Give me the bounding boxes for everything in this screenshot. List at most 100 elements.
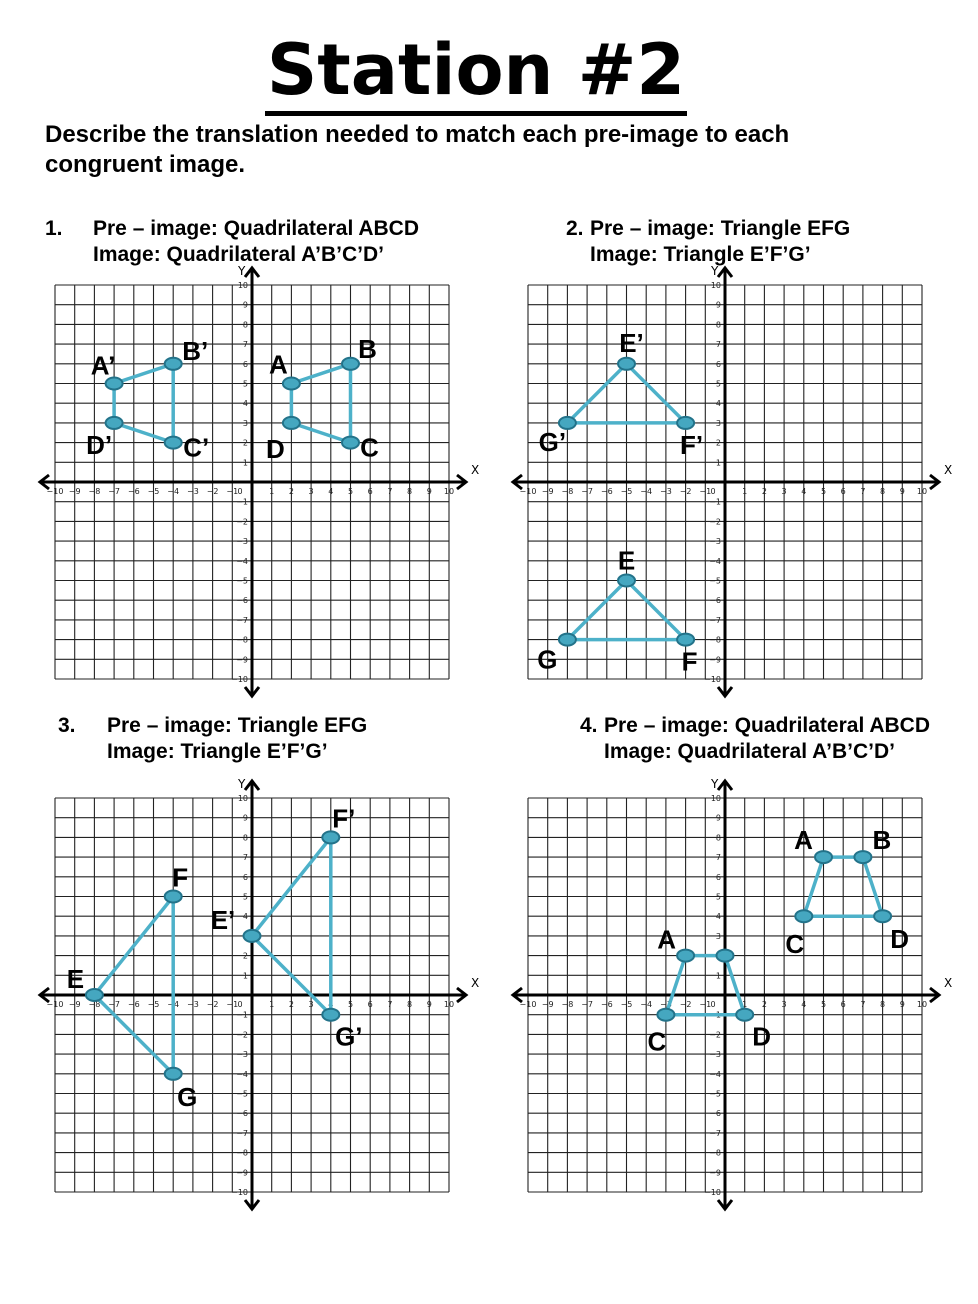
x-axis-left-arrow-icon: [510, 986, 523, 1004]
vertex-label: A: [657, 925, 676, 955]
y-tick-label: 8: [243, 833, 248, 842]
x-tick-label: −4: [640, 1000, 652, 1009]
x-tick-label: 6: [368, 487, 373, 496]
x-tick-label: −3: [660, 1000, 672, 1009]
vertex-point: [163, 889, 183, 904]
vertex-point: [557, 415, 577, 430]
vertex-point: [321, 830, 341, 845]
x-tick-label: −4: [167, 487, 179, 496]
x-tick-label: 3: [782, 1000, 787, 1009]
y-axis-down-arrow-icon: [716, 1199, 734, 1212]
y-tick-label: 5: [243, 893, 248, 902]
y-tick-label: 10: [711, 281, 721, 290]
x-tick-label: 5: [348, 1000, 353, 1009]
x-tick-label: 5: [821, 1000, 826, 1009]
y-axis-up-arrow-icon: [243, 265, 261, 278]
y-axis-down-arrow-icon: [716, 686, 734, 699]
x-tick-label: −6: [128, 487, 140, 496]
y-tick-label: 7: [716, 853, 721, 862]
x-tick-label: 2: [762, 1000, 767, 1009]
y-tick-label: 4: [716, 399, 721, 408]
x-tick-label: 6: [841, 487, 846, 496]
x-tick-label: −10: [47, 1000, 64, 1009]
vertex-point: [104, 376, 124, 391]
x-tick-label: −10: [47, 487, 64, 496]
vertex-label: A’: [91, 351, 116, 381]
y-tick-label: −7: [236, 1129, 248, 1138]
y-tick-label: 9: [243, 814, 248, 823]
vertex-point: [163, 1066, 183, 1081]
vertex-label: E’: [619, 328, 644, 358]
y-tick-label: 6: [716, 360, 721, 369]
y-tick-label: −6: [709, 1109, 721, 1118]
x-tick-label: 5: [821, 487, 826, 496]
x-tick-label: 7: [387, 1000, 392, 1009]
vertex-label: G’: [335, 1022, 362, 1052]
x-axis-left-arrow-icon: [37, 986, 50, 1004]
problem-2-number: 2.: [566, 217, 584, 240]
y-tick-label: 3: [243, 419, 248, 428]
x-tick-label: −3: [660, 487, 672, 496]
vertex-point: [676, 415, 696, 430]
vertex-point: [321, 1007, 341, 1022]
y-tick-label: 7: [243, 340, 248, 349]
x-tick-label: −2: [680, 1000, 692, 1009]
x-tick-label: 4: [801, 487, 806, 496]
x-tick-label: 6: [368, 1000, 373, 1009]
x-tick-label: 4: [328, 487, 333, 496]
x-tick-label: 8: [880, 487, 885, 496]
vertex-point: [104, 415, 124, 430]
x-tick-label: −7: [581, 487, 593, 496]
x-tick-label: 7: [860, 487, 865, 496]
vertex-label: B: [873, 825, 892, 855]
y-axis-down-arrow-icon: [243, 1199, 261, 1212]
problem-2-image: Image: Triangle E’F’G’: [590, 243, 811, 266]
y-tick-label: 8: [716, 833, 721, 842]
y-tick-label: 10: [711, 794, 721, 803]
x-tick-label: −2: [207, 1000, 219, 1009]
vertex-label: G: [537, 645, 557, 675]
x-axis-left-arrow-icon: [37, 473, 50, 491]
y-tick-label: 1: [716, 458, 721, 467]
y-tick-label: 1: [243, 458, 248, 467]
y-tick-label: −4: [236, 1070, 248, 1079]
problem-3-number: 3.: [58, 714, 76, 737]
y-tick-label: −1: [236, 498, 248, 507]
x-tick-label: −9: [69, 1000, 81, 1009]
y-tick-label: −5: [236, 1090, 248, 1099]
vertex-label: F’: [680, 430, 703, 460]
x-tick-label: −10: [520, 1000, 537, 1009]
vertex-label: F: [172, 863, 188, 893]
x-tick-label: 3: [309, 1000, 314, 1009]
vertex-label: C: [785, 929, 804, 959]
y-tick-label: 5: [243, 380, 248, 389]
y-tick-label: −6: [236, 596, 248, 605]
vertex-label: C: [360, 433, 379, 463]
x-tick-label: −10: [520, 487, 537, 496]
x-tick-label: −5: [148, 487, 160, 496]
vertex-label: E’: [211, 905, 236, 935]
x-tick-label: 3: [782, 487, 787, 496]
title-text: Station #2: [264, 29, 688, 116]
y-tick-label: 4: [243, 399, 248, 408]
x-axis-right-arrow-icon: [929, 473, 942, 491]
x-tick-label: 7: [387, 487, 392, 496]
y-tick-label: −3: [236, 1050, 248, 1059]
y-tick-label: −5: [709, 1090, 721, 1099]
x-tick-label: −8: [562, 1000, 574, 1009]
problem-1-number: 1.: [45, 217, 63, 240]
x-tick-label: −7: [108, 1000, 120, 1009]
y-tick-label: −1: [709, 498, 721, 507]
vertex-point: [617, 573, 636, 588]
y-tick-label: −10: [231, 1188, 248, 1197]
y-tick-label: 1: [243, 971, 248, 980]
y-tick-label: 3: [716, 419, 721, 428]
x-axis-label: X: [471, 463, 479, 477]
vertex-point: [873, 909, 893, 924]
vertex-point: [242, 928, 262, 943]
vertex-point: [281, 376, 301, 391]
y-tick-label: 2: [243, 439, 248, 448]
x-tick-label: −3: [187, 1000, 199, 1009]
y-tick-label: −6: [236, 1109, 248, 1118]
y-tick-label: 8: [243, 320, 248, 329]
